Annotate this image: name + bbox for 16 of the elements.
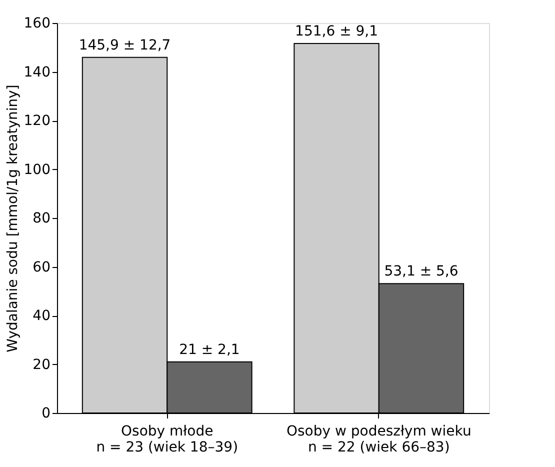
y-tick-label: 40 (32, 308, 50, 324)
y-tick-label: 100 (24, 162, 50, 178)
data-label: 21 ± 2,1 (179, 342, 240, 358)
y-tick-label: 160 (24, 16, 50, 32)
y-tick-label: 120 (24, 113, 50, 129)
y-tick-label: 140 (24, 64, 50, 80)
data-label: 151,6 ± 9,1 (295, 23, 378, 40)
y-tick-label: 80 (32, 210, 50, 226)
data-label: 145,9 ± 12,7 (78, 37, 171, 54)
data-label: 53,1 ± 5,6 (384, 264, 458, 280)
y-tick-label: 20 (32, 356, 50, 373)
y-axis-title: Wydalanie sodu [mmol/1g kreatyniny] (4, 84, 21, 352)
y-tick-label: 0 (42, 406, 50, 422)
x-tick-label: Osoby młode n = 23 (wiek 18–39) (96, 424, 238, 456)
y-tick-label: 60 (32, 259, 50, 276)
x-tick-label: Osoby w podeszłym wieku n = 22 (wiek 66–83) (286, 424, 472, 456)
